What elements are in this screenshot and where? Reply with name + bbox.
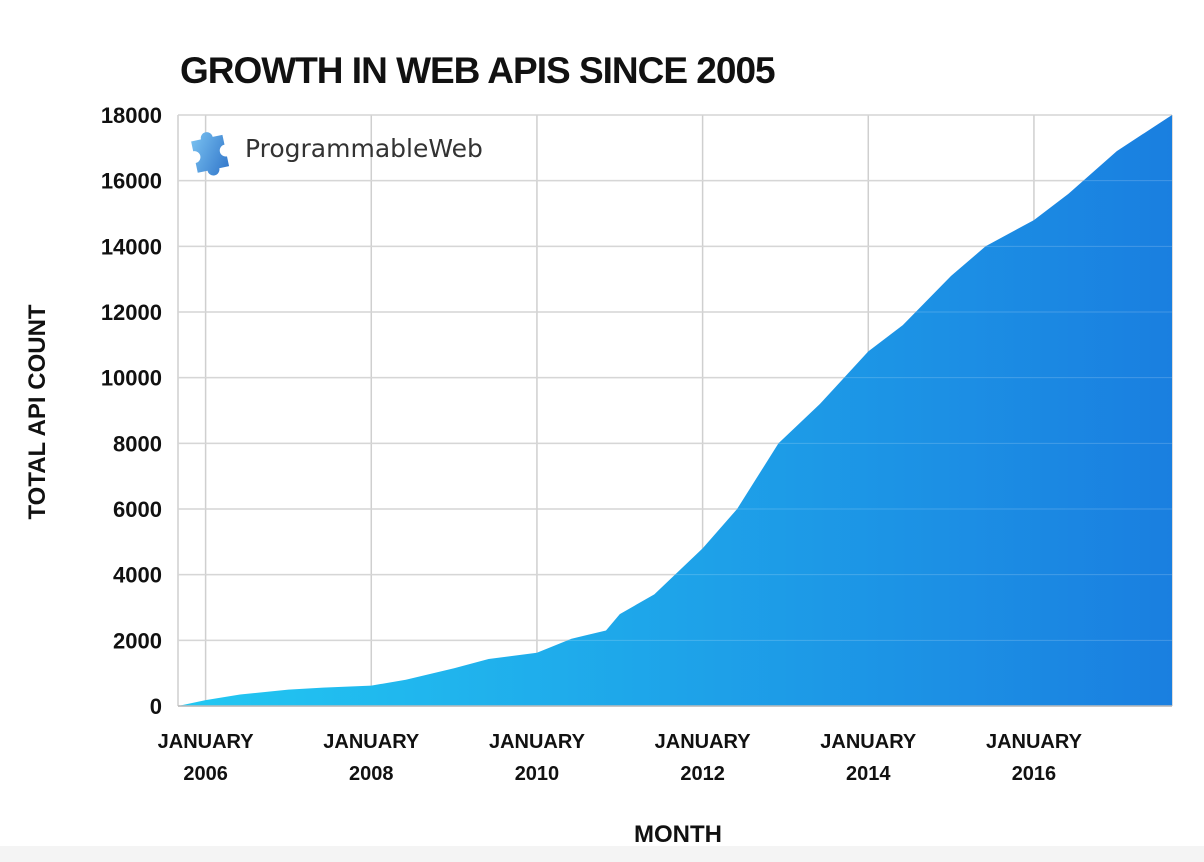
y-axis-label: TOTAL API COUNT [24,304,51,519]
y-tick-label: 2000 [113,628,162,653]
x-tick-label: 2010 [515,763,560,785]
y-tick-label: 6000 [113,497,162,522]
x-tick-label: JANUARY [986,731,1083,753]
x-axis-ticks: JANUARY 2006 JANUARY 2008 JANUARY 2010 JANUARY… [158,731,1083,785]
y-tick-label: 12000 [101,300,162,325]
y-tick-label: 16000 [101,169,162,194]
page-footer-band [0,846,1204,862]
y-tick-label: 14000 [101,234,162,259]
x-tick-label: JANUARY [655,731,752,753]
x-axis-label: MONTH [634,821,722,848]
x-tick-label: 2014 [846,763,891,785]
y-tick-label: 18000 [101,103,162,128]
x-tick-label: 2016 [1012,763,1057,785]
x-tick-label: 2006 [183,763,228,785]
grid-overlay [178,114,1172,707]
y-tick-label: 4000 [113,563,162,588]
x-tick-label: JANUARY [158,731,255,753]
x-tick-label: 2008 [349,763,394,785]
y-tick-label: 0 [150,694,162,719]
x-tick-label: JANUARY [489,731,586,753]
x-tick-label: JANUARY [323,731,420,753]
x-tick-label: 2012 [680,763,725,785]
watermark-label: ProgrammableWeb [245,134,483,163]
chart-title: GROWTH IN WEB APIS SINCE 2005 [180,50,775,91]
area-series [178,115,1172,706]
y-tick-label: 8000 [113,431,162,456]
y-axis-ticks: 0 2000 4000 6000 8000 10000 12000 14000 16000 180… [101,103,162,719]
x-tick-label: JANUARY [820,731,917,753]
puzzle-piece-icon [191,132,230,176]
watermark: ProgrammableWeb [191,132,483,176]
y-tick-label: 10000 [101,366,162,391]
